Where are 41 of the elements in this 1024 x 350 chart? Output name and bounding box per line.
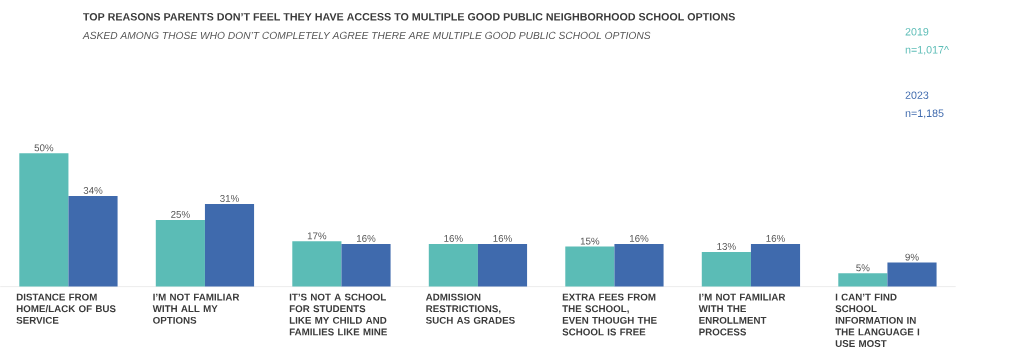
data-label: 16% bbox=[356, 234, 376, 242]
bar bbox=[292, 241, 342, 287]
chart-subtitle: ASKED AMONG THOSE WHO DON’T COMPLETELY AGREE THERE ARE MULTIPLE GOOD PUBLIC SCHOOL OPTIONS bbox=[82, 31, 651, 40]
data-label: 9% bbox=[905, 253, 919, 261]
data-label: 31% bbox=[220, 194, 239, 202]
bar bbox=[341, 243, 391, 287]
x-tick-label: ADMISSION RESTRICTIONS, SUCH AS GRADES bbox=[425, 293, 515, 324]
data-label: 16% bbox=[493, 234, 512, 242]
data-label: 16% bbox=[629, 234, 649, 242]
data-label: 50% bbox=[34, 144, 54, 152]
bar bbox=[155, 219, 205, 287]
bar bbox=[68, 195, 118, 287]
bar bbox=[565, 246, 615, 287]
text: 2019 bbox=[905, 27, 929, 36]
bar bbox=[614, 243, 664, 287]
data-label: 17% bbox=[307, 232, 327, 240]
bar bbox=[204, 203, 255, 287]
bar bbox=[701, 251, 751, 287]
bar bbox=[19, 153, 69, 287]
text: n=1,017^ bbox=[905, 45, 949, 55]
data-label: 16% bbox=[766, 234, 785, 242]
bar bbox=[838, 273, 888, 287]
bar bbox=[477, 243, 528, 287]
bar bbox=[428, 243, 478, 287]
x-tick-label: I CAN’T FIND SCHOOL INFORMATION IN THE LANGUAGE I USE MOST bbox=[835, 293, 920, 347]
data-label: 16% bbox=[444, 234, 463, 242]
x-tick-label: EXTRA FEES FROM THE SCHOOL, EVEN THOUGH THE SCHOOL IS FREE bbox=[562, 293, 657, 336]
data-label: 34% bbox=[83, 186, 103, 194]
text: n=1,185 bbox=[905, 109, 944, 119]
data-label: 5% bbox=[856, 264, 870, 272]
bar bbox=[750, 243, 801, 287]
data-label: 25% bbox=[171, 210, 190, 218]
data-label: 15% bbox=[580, 237, 600, 245]
bar bbox=[887, 262, 937, 287]
x-tick-label: I’M NOT FAMILIAR WITH THE ENROLLMENT PROCESS bbox=[698, 293, 786, 336]
x-tick-label: IT’S NOT A SCHOOL FOR STUDENTS LIKE MY CHILD AND FAMILIES LIKE MINE bbox=[289, 293, 387, 336]
x-tick-label: I’M NOT FAMILIAR WITH ALL MY OPTIONS bbox=[152, 293, 240, 324]
text: 2023 bbox=[905, 91, 929, 99]
chart-title: TOP REASONS PARENTS DON’T FEEL THEY HAVE ACCESS TO MULTIPLE GOOD PUBLIC NEIGHBORHOOD SCHOOL OPTIONS bbox=[83, 12, 735, 21]
data-label: 13% bbox=[717, 242, 736, 250]
x-tick-label: DISTANCE FROM HOME/LACK OF BUS SERVICE bbox=[16, 293, 116, 324]
